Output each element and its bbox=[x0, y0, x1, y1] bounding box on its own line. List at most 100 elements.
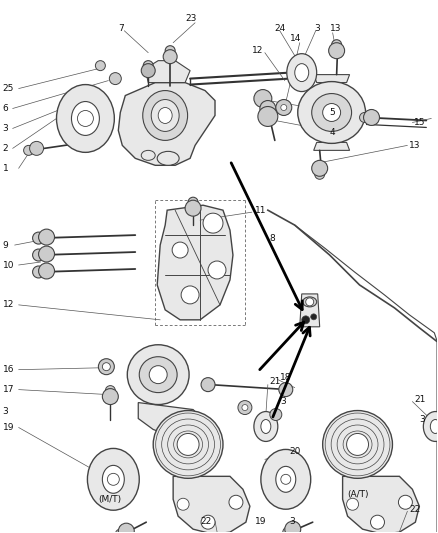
Circle shape bbox=[185, 200, 201, 216]
Text: 11: 11 bbox=[255, 206, 266, 215]
Circle shape bbox=[201, 378, 215, 392]
Circle shape bbox=[32, 266, 45, 278]
Circle shape bbox=[32, 232, 45, 244]
Text: 19: 19 bbox=[255, 516, 266, 526]
Text: 6: 6 bbox=[3, 104, 8, 113]
Text: 9: 9 bbox=[3, 240, 8, 249]
Text: 12: 12 bbox=[252, 46, 263, 55]
Text: 8: 8 bbox=[270, 233, 276, 243]
Circle shape bbox=[283, 527, 293, 533]
Text: 3: 3 bbox=[419, 415, 425, 424]
Circle shape bbox=[281, 474, 291, 484]
Ellipse shape bbox=[141, 150, 155, 160]
Circle shape bbox=[203, 213, 223, 233]
Circle shape bbox=[163, 50, 177, 63]
Circle shape bbox=[39, 263, 54, 279]
Circle shape bbox=[181, 286, 199, 304]
Circle shape bbox=[312, 160, 328, 176]
Ellipse shape bbox=[430, 419, 438, 433]
Circle shape bbox=[260, 101, 276, 117]
Circle shape bbox=[306, 298, 314, 306]
Ellipse shape bbox=[295, 63, 309, 82]
Text: 3: 3 bbox=[314, 25, 321, 33]
Ellipse shape bbox=[261, 419, 271, 433]
Text: 13: 13 bbox=[330, 25, 341, 33]
Ellipse shape bbox=[177, 433, 199, 455]
Text: 10: 10 bbox=[3, 261, 14, 270]
Circle shape bbox=[102, 362, 110, 370]
Text: 3: 3 bbox=[3, 124, 8, 133]
Circle shape bbox=[254, 90, 272, 108]
Circle shape bbox=[364, 109, 379, 125]
Text: 18: 18 bbox=[280, 373, 291, 382]
Text: 3: 3 bbox=[3, 407, 8, 416]
Circle shape bbox=[143, 61, 153, 71]
Circle shape bbox=[110, 72, 121, 85]
Circle shape bbox=[30, 141, 43, 155]
Polygon shape bbox=[145, 61, 190, 83]
Ellipse shape bbox=[287, 54, 317, 92]
Text: 13: 13 bbox=[410, 141, 421, 150]
Circle shape bbox=[258, 107, 278, 126]
Circle shape bbox=[229, 495, 243, 509]
Ellipse shape bbox=[424, 411, 438, 441]
Text: 24: 24 bbox=[275, 25, 286, 33]
Text: 1: 1 bbox=[3, 164, 8, 173]
Text: 3: 3 bbox=[280, 397, 286, 406]
Text: 25: 25 bbox=[3, 84, 14, 93]
Text: 3: 3 bbox=[290, 516, 296, 526]
Polygon shape bbox=[118, 83, 215, 165]
Circle shape bbox=[302, 316, 310, 324]
Circle shape bbox=[188, 197, 198, 207]
Ellipse shape bbox=[88, 448, 139, 510]
Ellipse shape bbox=[346, 433, 368, 455]
Ellipse shape bbox=[127, 345, 189, 405]
Text: 21: 21 bbox=[270, 377, 281, 386]
Ellipse shape bbox=[139, 357, 177, 393]
Circle shape bbox=[270, 409, 282, 421]
Ellipse shape bbox=[254, 411, 278, 441]
Circle shape bbox=[102, 389, 118, 405]
Circle shape bbox=[177, 498, 189, 510]
Ellipse shape bbox=[323, 410, 392, 478]
Polygon shape bbox=[343, 477, 419, 533]
Ellipse shape bbox=[276, 466, 296, 492]
Ellipse shape bbox=[149, 366, 167, 384]
Text: 16: 16 bbox=[3, 365, 14, 374]
Text: 2: 2 bbox=[3, 144, 8, 153]
Polygon shape bbox=[300, 294, 320, 327]
Circle shape bbox=[78, 110, 93, 126]
Circle shape bbox=[141, 63, 155, 78]
Circle shape bbox=[346, 498, 359, 510]
Polygon shape bbox=[314, 75, 350, 83]
Ellipse shape bbox=[303, 297, 317, 307]
Ellipse shape bbox=[102, 465, 124, 493]
Text: 5: 5 bbox=[330, 108, 336, 117]
Circle shape bbox=[172, 242, 188, 258]
Circle shape bbox=[314, 169, 325, 179]
Ellipse shape bbox=[157, 151, 179, 165]
Circle shape bbox=[165, 46, 175, 55]
Ellipse shape bbox=[143, 91, 187, 140]
Ellipse shape bbox=[151, 100, 179, 132]
Circle shape bbox=[39, 229, 54, 245]
Circle shape bbox=[285, 521, 301, 533]
Text: 20: 20 bbox=[290, 447, 301, 456]
Text: 17: 17 bbox=[3, 385, 14, 394]
Polygon shape bbox=[314, 142, 350, 150]
Circle shape bbox=[360, 112, 370, 123]
Circle shape bbox=[95, 61, 106, 71]
Circle shape bbox=[399, 495, 413, 509]
Circle shape bbox=[99, 359, 114, 375]
Circle shape bbox=[118, 523, 134, 533]
Polygon shape bbox=[157, 205, 233, 320]
Circle shape bbox=[279, 383, 293, 397]
Circle shape bbox=[371, 515, 385, 529]
Circle shape bbox=[238, 401, 252, 415]
Ellipse shape bbox=[57, 85, 114, 152]
Circle shape bbox=[281, 104, 287, 110]
Text: 4: 4 bbox=[330, 128, 335, 137]
Text: 12: 12 bbox=[3, 301, 14, 309]
Circle shape bbox=[328, 43, 345, 59]
Text: 19: 19 bbox=[3, 423, 14, 432]
